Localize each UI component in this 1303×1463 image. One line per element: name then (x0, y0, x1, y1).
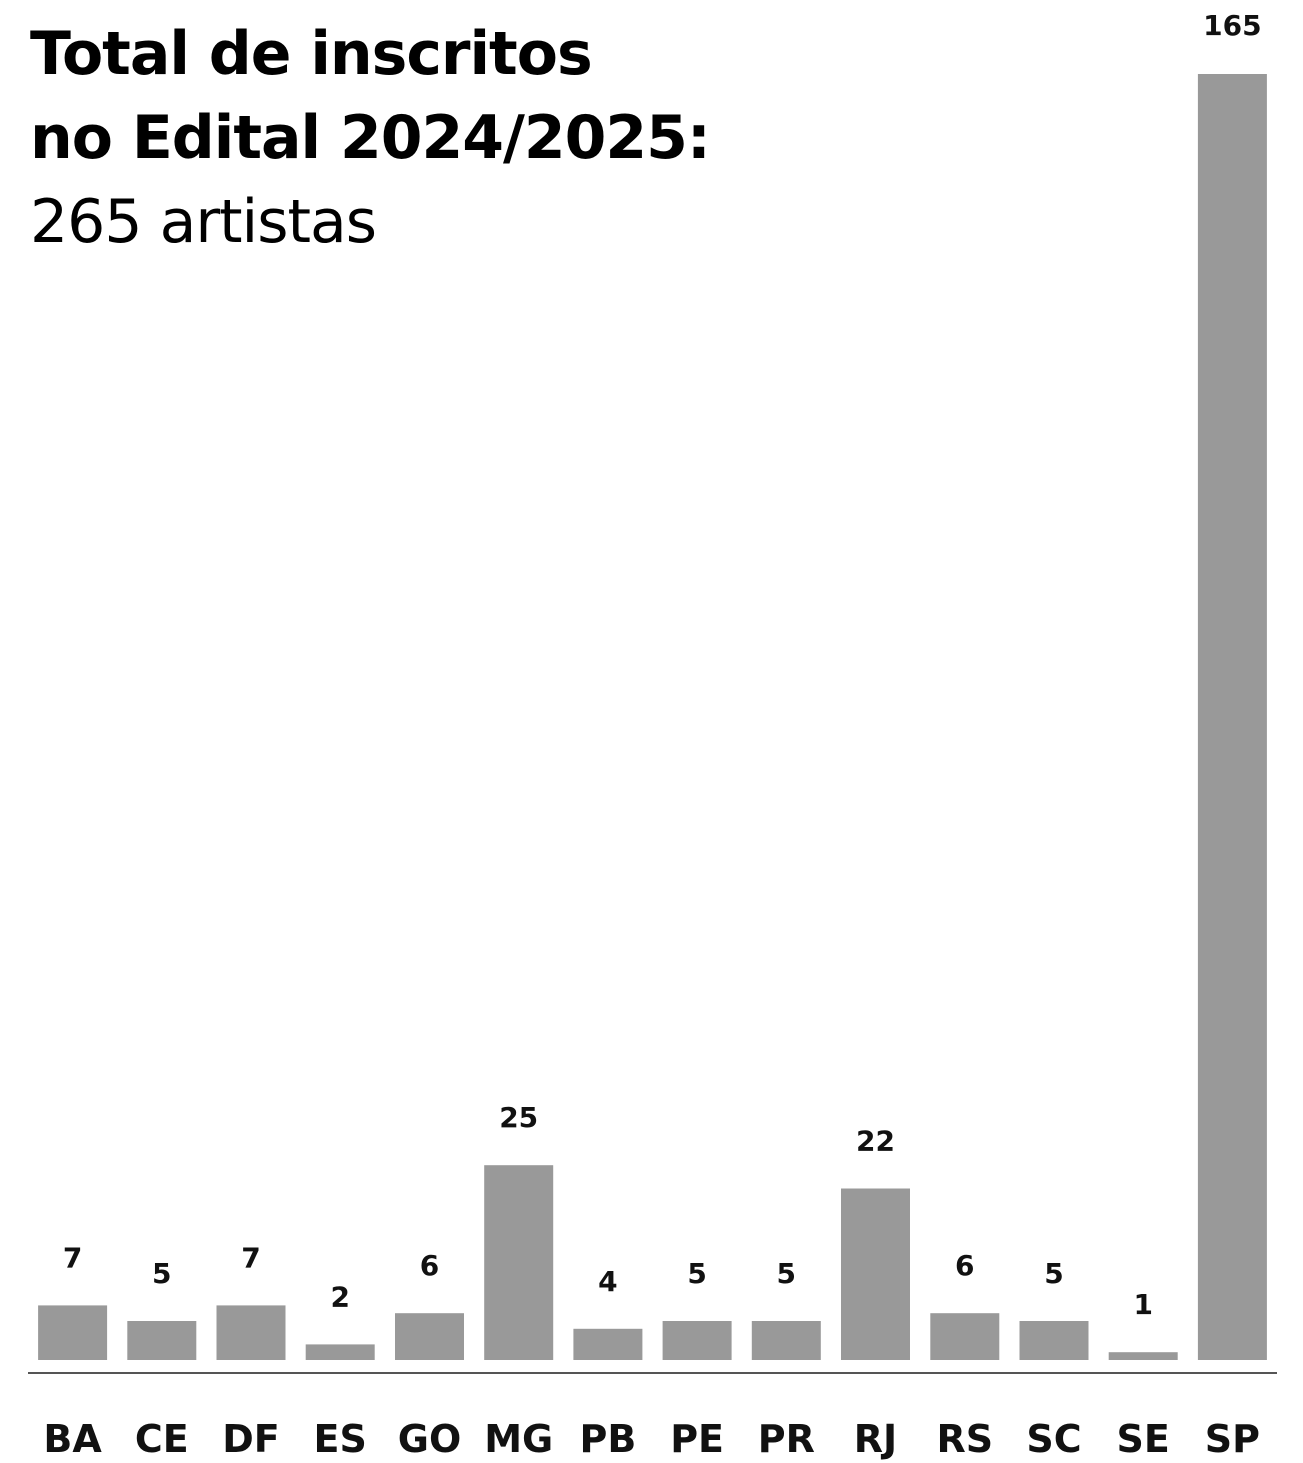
category-label-rj: RJ (854, 1417, 897, 1461)
bar-sp (1197, 74, 1267, 1360)
category-label-pr: PR (758, 1417, 815, 1461)
bar-rs (930, 1313, 1000, 1360)
value-label-rj: 22 (856, 1125, 895, 1158)
value-label-pr: 5 (777, 1257, 796, 1290)
chart-title-block: Total de inscritos no Edital 2024/2025: … (30, 12, 711, 264)
chart-title-line-1: Total de inscritos (30, 19, 593, 89)
category-labels-group: BA CE DF ES GO MG PB PE PR RJ RS SC SE SP (43, 1417, 1260, 1461)
category-label-mg: MG (484, 1417, 553, 1461)
category-label-pb: PB (579, 1417, 636, 1461)
category-label-ba: BA (43, 1417, 102, 1461)
category-label-es: ES (314, 1417, 367, 1461)
bar-df (216, 1305, 286, 1360)
bar-sc (1019, 1321, 1089, 1360)
bar-ba (38, 1305, 108, 1360)
value-label-ba: 7 (63, 1241, 82, 1274)
chart-title-line-2: no Edital 2024/2025: (30, 103, 711, 173)
bar-es (305, 1344, 375, 1360)
value-label-go: 6 (420, 1249, 439, 1282)
value-label-pb: 4 (598, 1265, 617, 1298)
category-label-pe: PE (670, 1417, 724, 1461)
category-label-sp: SP (1205, 1417, 1260, 1461)
value-label-rs: 6 (955, 1249, 974, 1282)
value-labels-group: 7 5 7 2 6 25 4 5 5 22 6 5 1 165 (63, 9, 1262, 1321)
bar-go (395, 1313, 464, 1360)
bar-rj (841, 1188, 910, 1360)
category-label-go: GO (398, 1417, 462, 1461)
category-label-ce: CE (135, 1417, 189, 1461)
category-label-rs: RS (936, 1417, 993, 1461)
value-label-df: 7 (241, 1241, 260, 1274)
bar-ce (127, 1321, 197, 1360)
bar-pb (573, 1328, 643, 1360)
value-label-ce: 5 (152, 1257, 171, 1290)
value-label-sc: 5 (1044, 1257, 1063, 1290)
bar-pr (751, 1321, 821, 1360)
value-label-pe: 5 (687, 1257, 706, 1290)
value-label-es: 2 (330, 1280, 349, 1313)
category-label-se: SE (1117, 1417, 1170, 1461)
value-label-se: 1 (1133, 1288, 1152, 1321)
category-label-sc: SC (1026, 1417, 1081, 1461)
bar-se (1108, 1352, 1178, 1360)
value-label-sp: 165 (1203, 9, 1261, 42)
bar-pe (662, 1321, 732, 1360)
value-label-mg: 25 (499, 1101, 538, 1134)
bar-mg (484, 1165, 554, 1360)
category-label-df: DF (222, 1417, 280, 1461)
bars-group (38, 74, 1267, 1360)
chart-subtitle: 265 artistas (30, 187, 377, 257)
